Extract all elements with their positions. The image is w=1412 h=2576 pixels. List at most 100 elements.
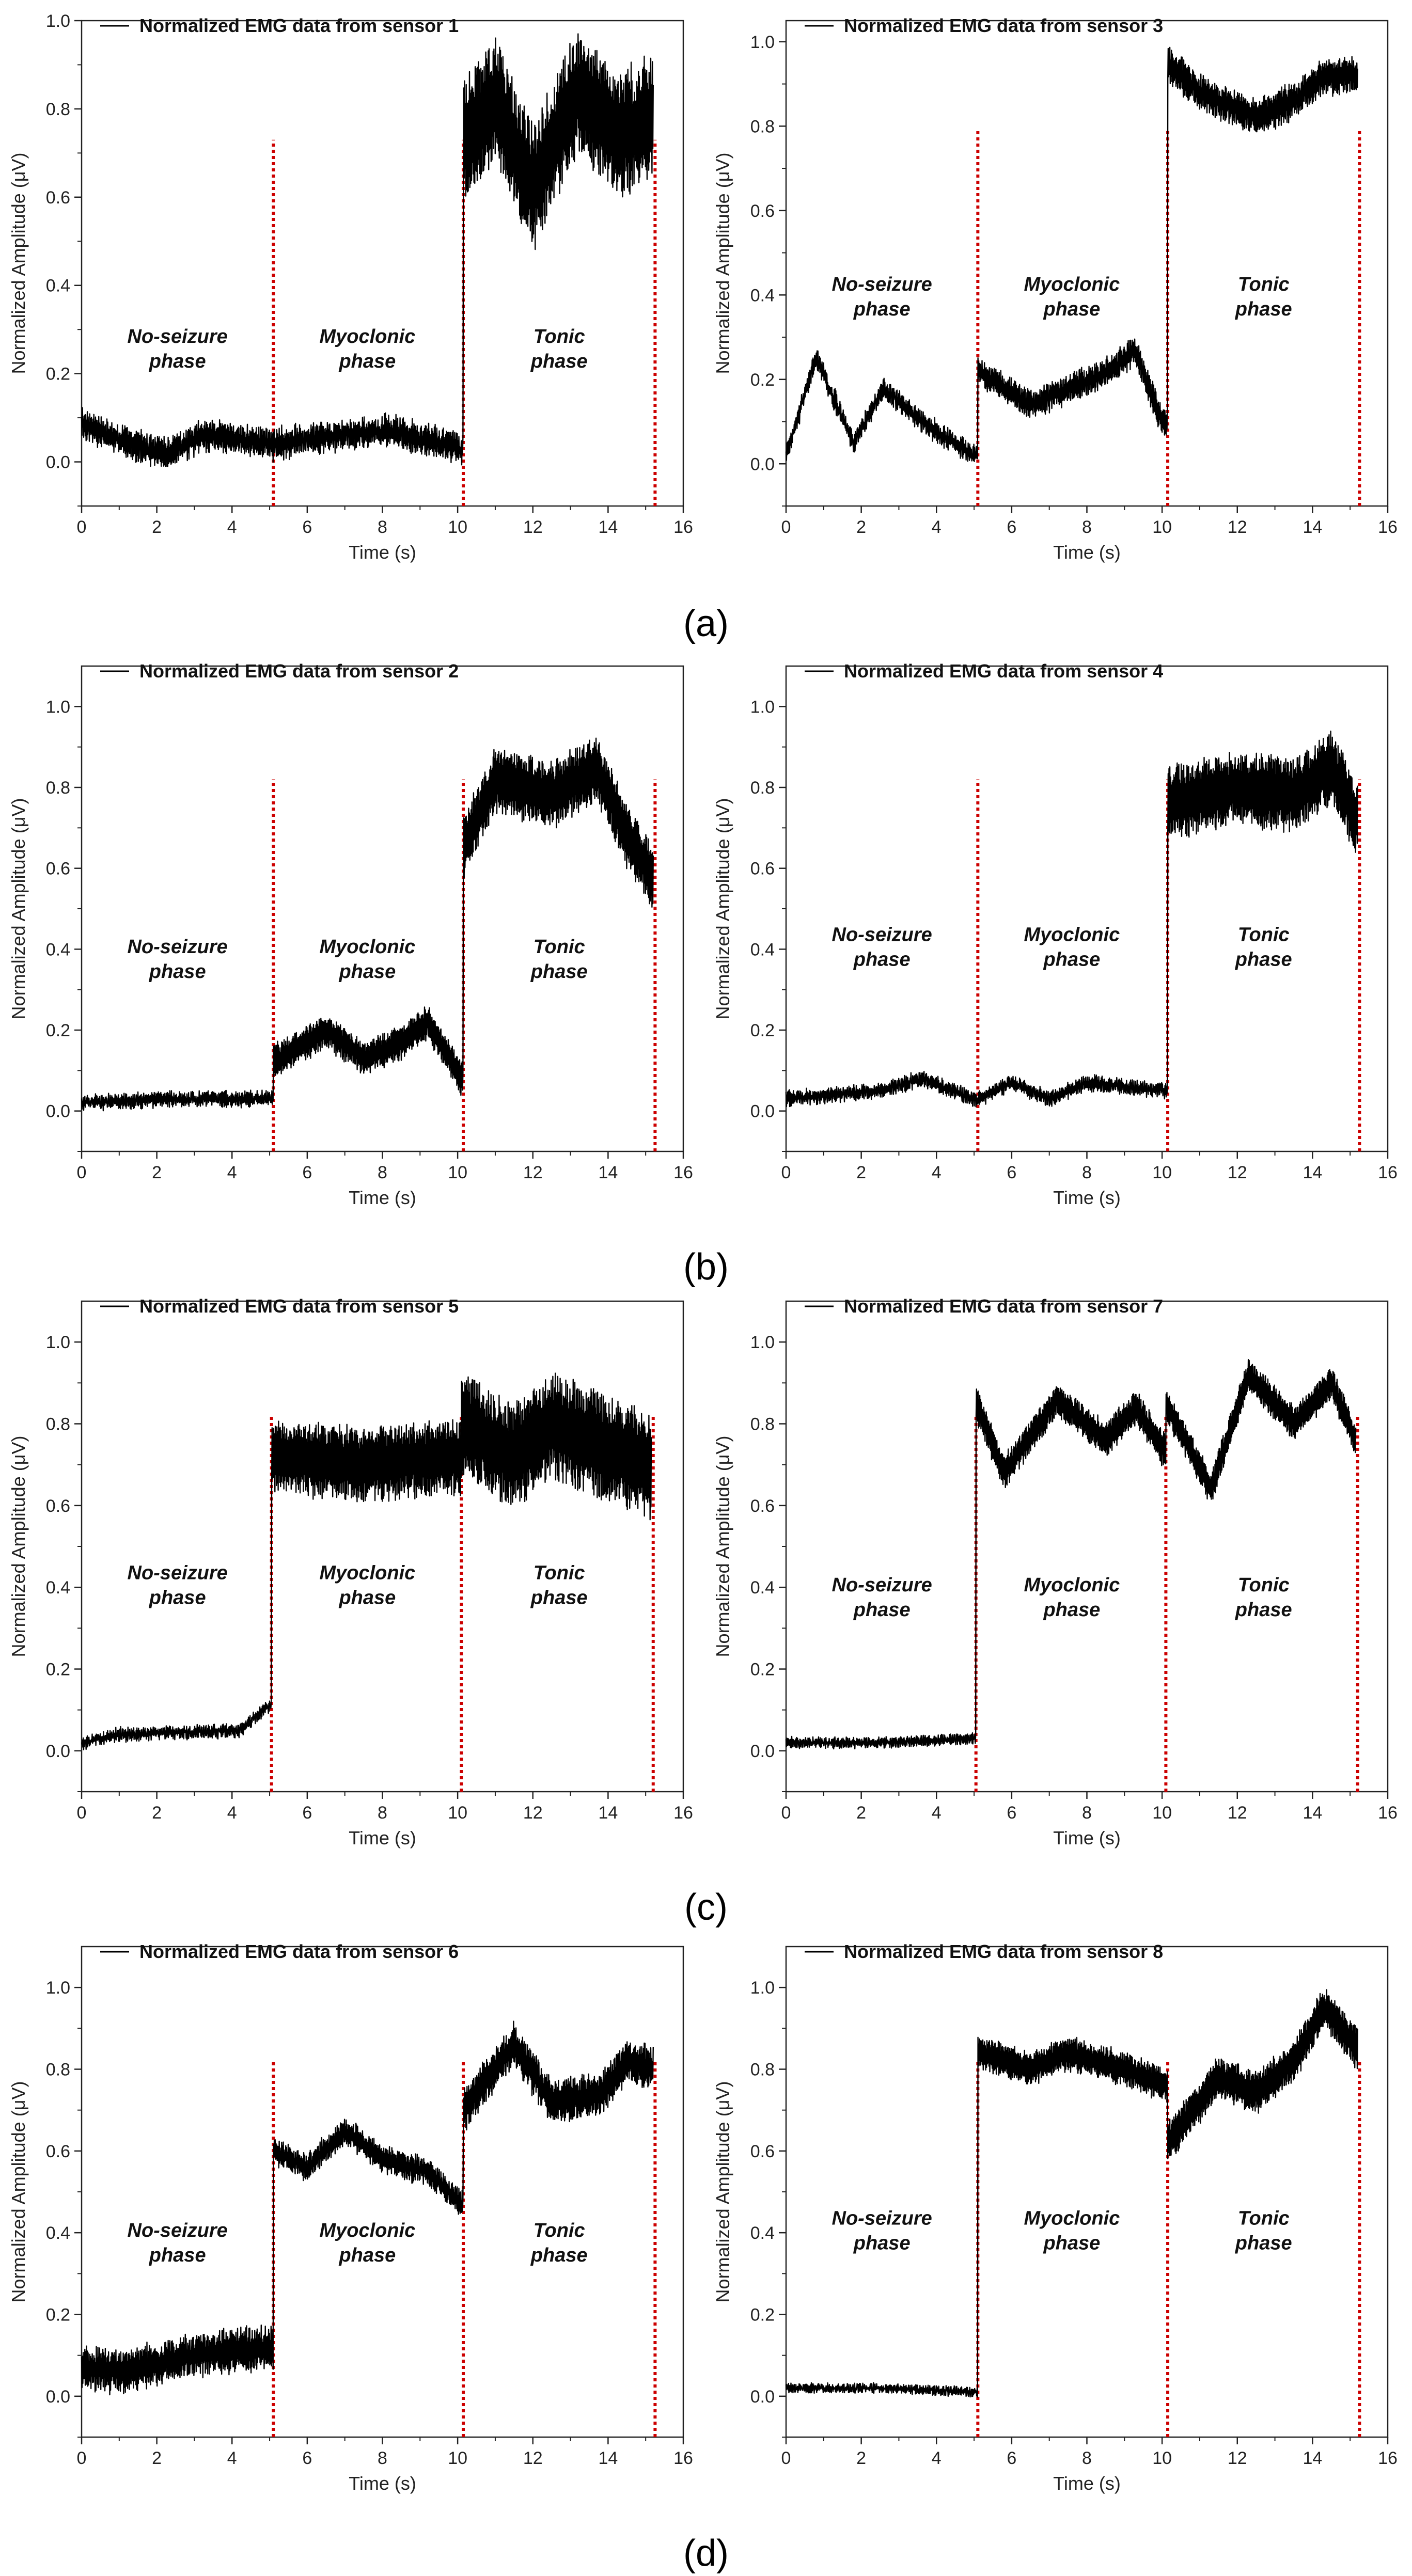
phase-label: No-seizure (128, 1562, 228, 1584)
legend-label: Normalized EMG data from sensor 4 (844, 660, 1163, 682)
y-tick-label: 0.6 (46, 859, 70, 879)
x-tick-label: 12 (1228, 2448, 1247, 2468)
x-tick-label: 2 (152, 1163, 162, 1182)
x-tick-label: 2 (856, 2448, 866, 2468)
y-tick-label: 1.0 (750, 1978, 775, 1998)
phase-label: phase (1235, 2232, 1292, 2254)
x-tick-label: 2 (856, 1163, 866, 1182)
y-tick-label: 0.0 (46, 1742, 70, 1761)
plot-frame (81, 665, 684, 1152)
emg-series-line-sensor-2 (81, 737, 654, 1112)
y-tick-label: 0.4 (46, 2223, 70, 2243)
legend-label: Normalized EMG data from sensor 2 (139, 660, 459, 682)
plot-frame (81, 1300, 684, 1793)
x-tick-label: 16 (1378, 517, 1398, 537)
legend-label: Normalized EMG data from sensor 6 (139, 1941, 459, 1962)
phase-label: phase (530, 1587, 588, 1608)
chart-panel-sensor-7: 0 2 4 6 8 10 12 14 16 0.0 0.2 0.4 0.6 0.8 1.0 Time (s) N… (712, 1295, 1398, 1848)
emg-series-line-sensor-7 (785, 1358, 1357, 1750)
y-tick-label: 1.0 (750, 33, 775, 52)
phase-label: phase (338, 1587, 396, 1608)
y-tick-label: 0.0 (750, 1102, 775, 1121)
x-tick-label: 2 (856, 517, 866, 537)
x-tick-label: 12 (1228, 1163, 1247, 1182)
phase-label: phase (530, 351, 588, 372)
phase-label: phase (853, 949, 911, 971)
x-tick-label: 14 (598, 2448, 618, 2468)
y-tick-label: 1.0 (750, 1333, 775, 1352)
x-tick-label: 16 (673, 1803, 693, 1823)
y-tick-label: 0.6 (46, 1496, 70, 1516)
phase-label: Myoclonic (1024, 924, 1120, 946)
chart-panel-sensor-6: 0 2 4 6 8 10 12 14 16 0.0 0.2 0.4 0.6 0.8 1.0 Time (s) N… (8, 1941, 693, 2494)
emg-series-line-sensor-6 (81, 2020, 654, 2396)
y-tick-label: 0.2 (46, 2305, 70, 2325)
y-tick-label: 0.8 (750, 2060, 775, 2080)
panel-caption: (c) (684, 1887, 728, 1928)
x-tick-label: 14 (598, 517, 618, 537)
phase-label: Tonic (534, 936, 585, 958)
phase-label: phase (149, 961, 206, 983)
y-tick-label: 0.2 (750, 1660, 775, 1680)
phase-label: phase (1043, 2232, 1100, 2254)
legend-label: Normalized EMG data from sensor 8 (844, 1941, 1163, 1962)
phase-label: Tonic (534, 326, 585, 347)
y-axis-title: Normalized Amplitude (μV) (8, 798, 29, 1020)
y-tick-label: 0.0 (750, 2387, 775, 2407)
x-tick-label: 6 (1007, 2448, 1016, 2468)
phase-label: Tonic (1238, 2207, 1290, 2229)
phase-label: Myoclonic (319, 2220, 415, 2241)
emg-series-line-sensor-8 (785, 1989, 1358, 2398)
phase-label: phase (1043, 949, 1100, 971)
x-tick-label: 14 (1303, 1163, 1322, 1182)
y-tick-label: 0.4 (750, 286, 775, 305)
phase-label: phase (149, 351, 206, 372)
phase-label: Myoclonic (319, 1562, 415, 1584)
chart-panel-sensor-8: 0 2 4 6 8 10 12 14 16 0.0 0.2 0.4 0.6 0.8 1.0 Time (s) N… (712, 1941, 1398, 2494)
x-tick-label: 16 (673, 517, 693, 537)
phase-label: No-seizure (128, 326, 228, 347)
legend-label: Normalized EMG data from sensor 3 (844, 15, 1163, 36)
y-tick-label: 0.6 (750, 1496, 775, 1516)
emg-series-line-sensor-4 (785, 730, 1359, 1108)
y-tick-label: 0.0 (46, 2387, 70, 2407)
y-tick-label: 0.8 (750, 1415, 775, 1434)
y-tick-label: 0.2 (750, 370, 775, 390)
y-tick-label: 1.0 (750, 697, 775, 717)
x-tick-label: 2 (152, 1803, 162, 1823)
x-tick-label: 8 (1082, 517, 1092, 537)
chart-panel-sensor-5: 0 2 4 6 8 10 12 14 16 0.0 0.2 0.4 0.6 0.8 1.0 Time (s) N… (8, 1295, 693, 1848)
phase-label: phase (1235, 1599, 1292, 1621)
x-tick-label: 10 (448, 1803, 467, 1823)
phase-label: phase (853, 2232, 911, 2254)
x-axis-title: Time (s) (1053, 1187, 1121, 1208)
emg-series-line-sensor-3 (785, 46, 1358, 462)
y-axis-title: Normalized Amplitude (μV) (8, 153, 29, 374)
x-tick-label: 14 (1303, 517, 1322, 537)
phase-label: phase (1235, 949, 1292, 971)
y-tick-label: 0.4 (46, 276, 70, 296)
x-tick-label: 12 (523, 1163, 543, 1182)
phase-label: Tonic (534, 2220, 585, 2241)
x-tick-label: 4 (932, 1163, 942, 1182)
x-tick-label: 0 (781, 517, 791, 537)
x-tick-label: 10 (448, 1163, 467, 1182)
y-tick-label: 0.6 (46, 188, 70, 208)
y-tick-label: 1.0 (46, 1978, 70, 1998)
x-tick-label: 8 (1082, 1803, 1092, 1823)
panel-caption: (d) (683, 2533, 729, 2574)
y-tick-label: 0.8 (750, 117, 775, 136)
phase-label: No-seizure (832, 924, 932, 946)
x-axis-title: Time (s) (349, 1827, 416, 1848)
x-tick-label: 4 (227, 2448, 237, 2468)
x-axis-title: Time (s) (349, 542, 416, 563)
x-tick-label: 0 (781, 2448, 791, 2468)
x-tick-label: 14 (598, 1163, 618, 1182)
x-tick-label: 10 (448, 2448, 467, 2468)
phase-label: phase (338, 2245, 396, 2266)
x-tick-label: 0 (781, 1163, 791, 1182)
x-tick-label: 14 (1303, 1803, 1322, 1823)
x-tick-label: 8 (378, 1163, 387, 1182)
x-tick-label: 4 (932, 2448, 942, 2468)
